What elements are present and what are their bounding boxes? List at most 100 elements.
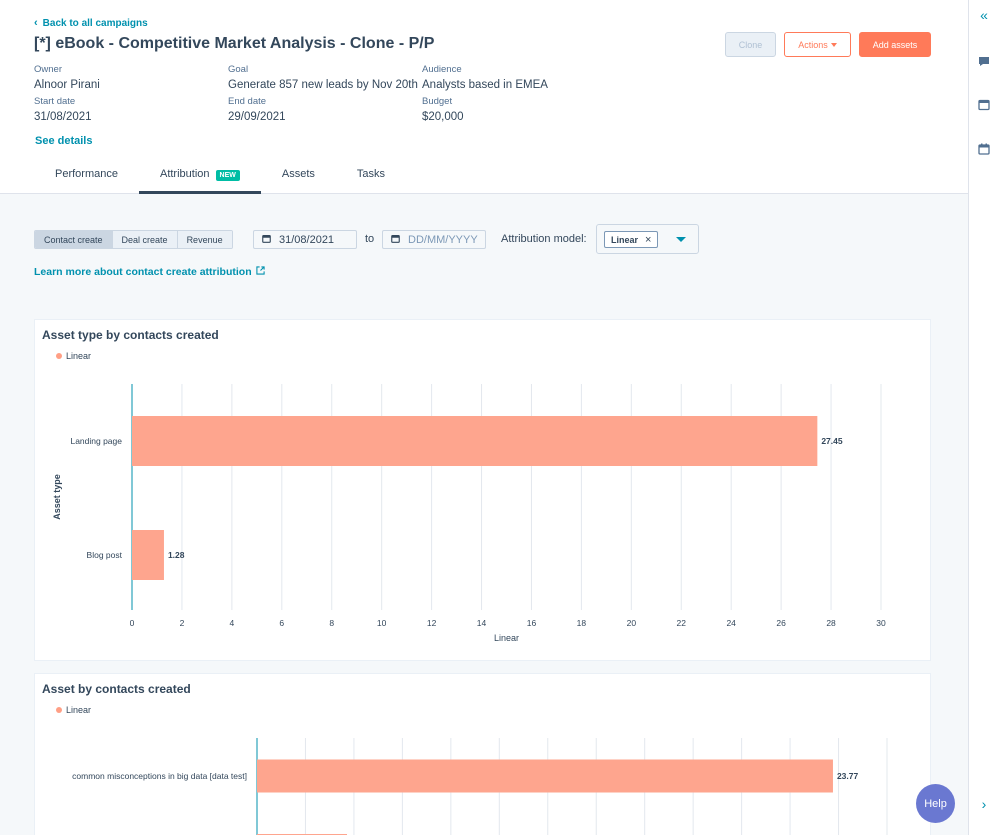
tab-label: Assets <box>281 168 315 180</box>
back-link-label: Back to all campaigns <box>42 17 148 29</box>
to-label: to <box>365 233 375 245</box>
owner-label: Owner <box>34 64 62 75</box>
x-tick-label: 28 <box>826 618 836 628</box>
legend-label: Linear <box>66 705 92 715</box>
calendar-icon <box>262 234 271 245</box>
start-date-meta: Start date 31/08/2021 <box>34 96 92 123</box>
chart-legend: Linear <box>56 351 91 361</box>
legend-label: Linear <box>66 351 92 361</box>
goal-meta: Goal Generate 857 new leads by Nov 20th <box>228 64 418 91</box>
x-tick-label: 12 <box>427 618 437 628</box>
learn-more-label: Learn more about contact create attribut… <box>34 266 252 278</box>
asset-chart: common misconceptions in big data [data … <box>72 738 888 835</box>
chart-title: Asset by contacts created <box>42 682 191 696</box>
tab-attribution[interactable]: Attribution NEW <box>138 163 261 194</box>
tab-performance[interactable]: Performance <box>34 163 139 194</box>
x-tick-label: 20 <box>627 618 637 628</box>
deal-create-option[interactable]: Deal create <box>112 231 178 248</box>
x-tick-label: 10 <box>377 618 387 628</box>
contact-create-option[interactable]: Contact create <box>35 231 113 248</box>
audience-meta: Audience Analysts based in EMEA <box>422 64 548 91</box>
asset-chart-card: Asset by contacts created Linear common … <box>34 673 931 835</box>
back-link[interactable]: ‹ Back to all campaigns <box>34 17 148 29</box>
caret-down-icon <box>830 42 837 47</box>
x-tick-label: 0 <box>130 618 135 628</box>
bar <box>132 416 818 466</box>
actions-button[interactable]: Actions <box>784 32 851 57</box>
chevron-left-icon: ‹ <box>34 17 38 29</box>
x-axis-title: Linear <box>494 633 519 643</box>
start-date-value: 31/08/2021 <box>279 233 335 246</box>
attribution-model-select[interactable]: Linear × <box>596 224 699 254</box>
end-date-input[interactable]: DD/MM/YYYY <box>382 230 486 249</box>
page-title: [*] eBook - Competitive Market Analysis … <box>34 35 435 52</box>
chart-legend: Linear <box>56 705 91 715</box>
chat-icon[interactable] <box>977 56 991 70</box>
right-rail: « › <box>968 0 999 835</box>
double-chevron-left-icon[interactable]: « <box>980 7 988 23</box>
x-tick-label: 8 <box>329 618 334 628</box>
x-tick-label: 18 <box>577 618 587 628</box>
x-tick-label: 22 <box>677 618 687 628</box>
remove-tag-icon[interactable]: × <box>645 233 652 246</box>
asset-type-chart-card: Asset type by contacts created Linear La… <box>34 319 931 661</box>
tab-tasks[interactable]: Tasks <box>336 163 406 194</box>
budget-meta: Budget $20,000 <box>422 96 464 123</box>
budget-value: $20,000 <box>422 111 464 123</box>
start-date-label: Start date <box>34 96 76 107</box>
audience-value: Analysts based in EMEA <box>422 79 548 91</box>
goal-label: Goal <box>228 64 249 75</box>
window-icon[interactable] <box>977 99 991 113</box>
tab-assets[interactable]: Assets <box>261 163 336 194</box>
chart-title: Asset type by contacts created <box>42 328 219 342</box>
attribution-type-toggle: Contact create Deal create Revenue <box>34 230 233 249</box>
end-date-meta: End date 29/09/2021 <box>228 96 286 123</box>
end-date-label: End date <box>228 96 267 107</box>
x-tick-label: 6 <box>279 618 284 628</box>
x-tick-label: 14 <box>477 618 487 628</box>
category-label: Landing page <box>70 436 122 446</box>
calendar-icon <box>391 234 400 245</box>
owner-value: Alnoor Pirani <box>34 79 100 91</box>
model-tag-label: Linear <box>611 234 639 245</box>
x-tick-label: 26 <box>776 618 786 628</box>
owner-meta: Owner Alnoor Pirani <box>34 64 100 91</box>
calendar-icon[interactable] <box>977 143 991 157</box>
legend-swatch <box>56 707 62 713</box>
y-axis-title: Asset type <box>52 474 62 520</box>
start-date-value: 31/08/2021 <box>34 111 92 123</box>
actions-label: Actions <box>798 39 828 50</box>
chevron-right-icon[interactable]: › <box>981 796 987 812</box>
x-tick-label: 2 <box>180 618 185 628</box>
attribution-model-label: Attribution model: <box>501 233 587 245</box>
x-tick-label: 4 <box>229 618 234 628</box>
see-details-link[interactable]: See details <box>35 135 93 147</box>
add-assets-button[interactable]: Add assets <box>859 32 931 57</box>
help-button[interactable]: Help <box>916 784 955 823</box>
end-date-value: 29/09/2021 <box>228 111 286 123</box>
tab-bar: Performance Attribution NEW Assets Tasks <box>34 163 406 194</box>
bar <box>132 530 164 580</box>
model-tag: Linear × <box>604 231 659 248</box>
external-link-icon <box>255 266 265 278</box>
tab-label: Attribution <box>159 168 210 180</box>
new-badge: NEW <box>215 170 240 181</box>
x-tick-label: 16 <box>527 618 537 628</box>
x-tick-label: 30 <box>876 618 886 628</box>
goal-value: Generate 857 new leads by Nov 20th <box>228 79 418 91</box>
tab-label: Tasks <box>356 168 385 180</box>
category-label: common misconceptions in big data [data … <box>72 771 247 781</box>
data-label: 1.28 <box>168 550 185 560</box>
revenue-option[interactable]: Revenue <box>177 231 232 248</box>
campaign-header: ‹ Back to all campaigns [*] eBook - Comp… <box>0 0 968 194</box>
clone-button[interactable]: Clone <box>725 32 776 57</box>
budget-label: Budget <box>422 96 453 107</box>
data-label: 23.77 <box>837 771 859 781</box>
bar <box>257 759 833 793</box>
dropdown-caret-icon[interactable] <box>676 237 686 242</box>
learn-more-link[interactable]: Learn more about contact create attribut… <box>34 266 265 278</box>
start-date-input[interactable]: 31/08/2021 <box>253 230 357 249</box>
end-date-placeholder: DD/MM/YYYY <box>408 233 478 246</box>
audience-label: Audience <box>422 64 462 75</box>
